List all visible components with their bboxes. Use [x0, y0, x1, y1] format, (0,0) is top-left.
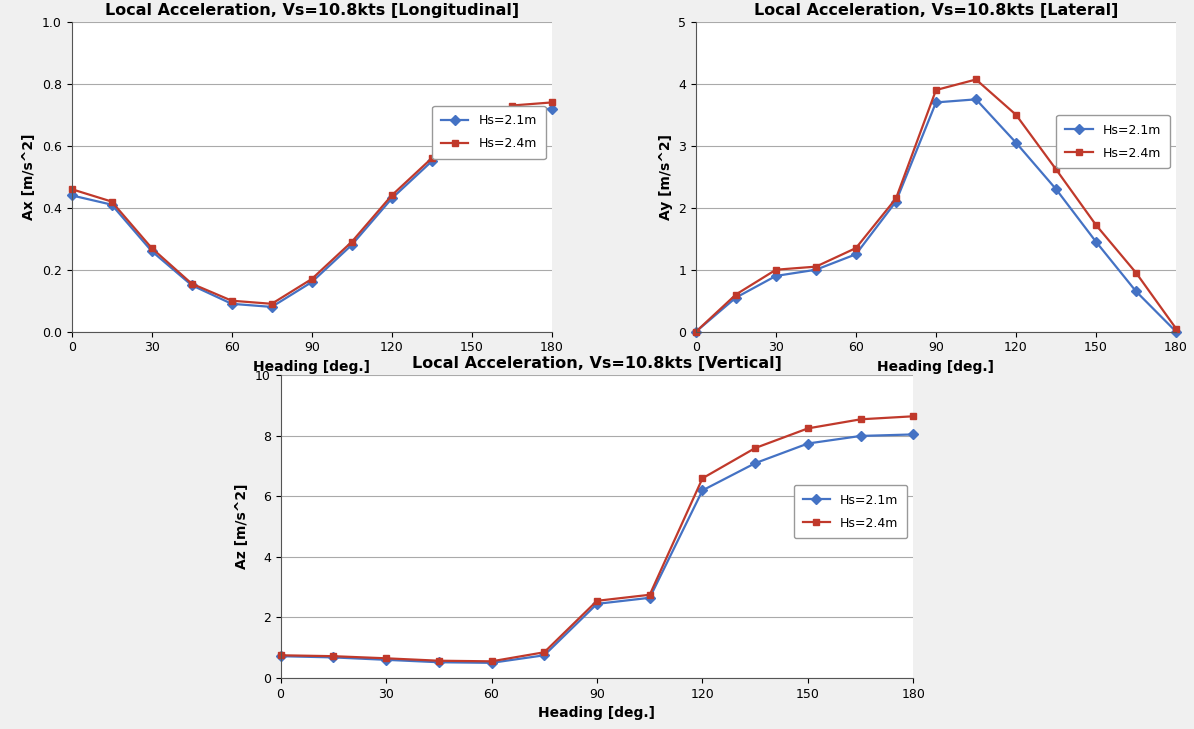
Line: Hs=2.1m: Hs=2.1m: [693, 95, 1180, 335]
Hs=2.4m: [326, 652, 340, 660]
Hs=2.4m: [1048, 165, 1063, 174]
Hs=2.4m: [695, 474, 709, 483]
Hs=2.1m: [808, 265, 823, 274]
Y-axis label: Ay [m/s^2]: Ay [m/s^2]: [659, 134, 672, 219]
Hs=2.1m: [689, 327, 703, 336]
Legend: Hs=2.1m, Hs=2.4m: Hs=2.1m, Hs=2.4m: [794, 485, 907, 538]
Hs=2.1m: [326, 653, 340, 662]
Hs=2.4m: [728, 290, 743, 299]
Hs=2.1m: [485, 658, 499, 667]
Hs=2.4m: [1128, 268, 1143, 277]
Hs=2.4m: [464, 129, 479, 138]
Hs=2.1m: [425, 157, 439, 165]
Hs=2.4m: [747, 444, 762, 453]
Hs=2.4m: [105, 197, 119, 206]
Hs=2.4m: [590, 596, 604, 605]
Legend: Hs=2.1m, Hs=2.4m: Hs=2.1m, Hs=2.4m: [432, 106, 546, 159]
Hs=2.4m: [1089, 221, 1103, 230]
Hs=2.1m: [378, 655, 393, 664]
Hs=2.1m: [144, 246, 159, 256]
Hs=2.4m: [906, 412, 921, 421]
Hs=2.4m: [537, 648, 552, 657]
Hs=2.4m: [544, 98, 559, 107]
Hs=2.1m: [849, 250, 863, 259]
Hs=2.4m: [384, 191, 399, 200]
X-axis label: Heading [deg.]: Heading [deg.]: [538, 706, 656, 720]
Hs=2.1m: [769, 272, 783, 281]
Hs=2.4m: [185, 279, 199, 288]
Hs=2.1m: [64, 191, 79, 200]
Hs=2.1m: [537, 651, 552, 660]
Hs=2.1m: [728, 293, 743, 302]
X-axis label: Heading [deg.]: Heading [deg.]: [878, 360, 995, 374]
Hs=2.1m: [747, 459, 762, 467]
Hs=2.4m: [642, 590, 657, 599]
Hs=2.1m: [345, 241, 359, 249]
Hs=2.1m: [265, 303, 279, 311]
Hs=2.4m: [801, 424, 816, 433]
Hs=2.4m: [849, 243, 863, 252]
Line: Hs=2.4m: Hs=2.4m: [277, 413, 917, 665]
Hs=2.1m: [906, 430, 921, 439]
X-axis label: Heading [deg.]: Heading [deg.]: [253, 360, 370, 374]
Title: Local Acceleration, Vs=10.8kts [Lateral]: Local Acceleration, Vs=10.8kts [Lateral]: [753, 3, 1118, 18]
Hs=2.1m: [642, 593, 657, 602]
Hs=2.4m: [345, 238, 359, 246]
Hs=2.1m: [432, 658, 447, 666]
Hs=2.4m: [505, 101, 519, 110]
Hs=2.1m: [384, 194, 399, 203]
Hs=2.4m: [273, 651, 288, 660]
Hs=2.4m: [304, 275, 319, 284]
Hs=2.1m: [801, 439, 816, 448]
Hs=2.1m: [929, 98, 943, 107]
Hs=2.1m: [464, 132, 479, 141]
Hs=2.4m: [808, 262, 823, 271]
Title: Local Acceleration, Vs=10.8kts [Vertical]: Local Acceleration, Vs=10.8kts [Vertical…: [412, 356, 782, 372]
Line: Hs=2.4m: Hs=2.4m: [68, 99, 555, 308]
Hs=2.1m: [968, 95, 983, 104]
Hs=2.1m: [224, 300, 239, 308]
Hs=2.1m: [695, 486, 709, 495]
Hs=2.4m: [1009, 111, 1023, 120]
Y-axis label: Ax [m/s^2]: Ax [m/s^2]: [23, 133, 36, 220]
Hs=2.4m: [1169, 324, 1183, 333]
Hs=2.4m: [224, 296, 239, 305]
Hs=2.1m: [590, 599, 604, 608]
Hs=2.4m: [425, 154, 439, 163]
Line: Hs=2.1m: Hs=2.1m: [277, 431, 917, 666]
Legend: Hs=2.1m, Hs=2.4m: Hs=2.1m, Hs=2.4m: [1057, 115, 1170, 168]
Line: Hs=2.4m: Hs=2.4m: [693, 76, 1180, 335]
Hs=2.1m: [505, 107, 519, 116]
Hs=2.4m: [769, 265, 783, 274]
Hs=2.4m: [64, 185, 79, 194]
Hs=2.1m: [105, 200, 119, 209]
Hs=2.4m: [929, 86, 943, 95]
Hs=2.4m: [485, 657, 499, 666]
Hs=2.4m: [689, 327, 703, 336]
Hs=2.4m: [968, 75, 983, 84]
Hs=2.1m: [854, 432, 868, 440]
Hs=2.4m: [432, 656, 447, 665]
Hs=2.1m: [273, 652, 288, 660]
Hs=2.1m: [185, 281, 199, 289]
Title: Local Acceleration, Vs=10.8kts [Longitudinal]: Local Acceleration, Vs=10.8kts [Longitud…: [105, 3, 519, 18]
Hs=2.1m: [544, 104, 559, 113]
Hs=2.1m: [304, 278, 319, 286]
Hs=2.4m: [854, 415, 868, 424]
Hs=2.1m: [1048, 185, 1063, 194]
Hs=2.4m: [378, 654, 393, 663]
Hs=2.1m: [1009, 139, 1023, 147]
Hs=2.1m: [1169, 327, 1183, 336]
Line: Hs=2.1m: Hs=2.1m: [68, 105, 555, 311]
Hs=2.4m: [144, 243, 159, 252]
Hs=2.4m: [888, 194, 903, 203]
Hs=2.1m: [1089, 238, 1103, 246]
Y-axis label: Az [m/s^2]: Az [m/s^2]: [235, 484, 250, 569]
Hs=2.1m: [1128, 287, 1143, 296]
Hs=2.1m: [888, 197, 903, 206]
Hs=2.4m: [265, 300, 279, 308]
